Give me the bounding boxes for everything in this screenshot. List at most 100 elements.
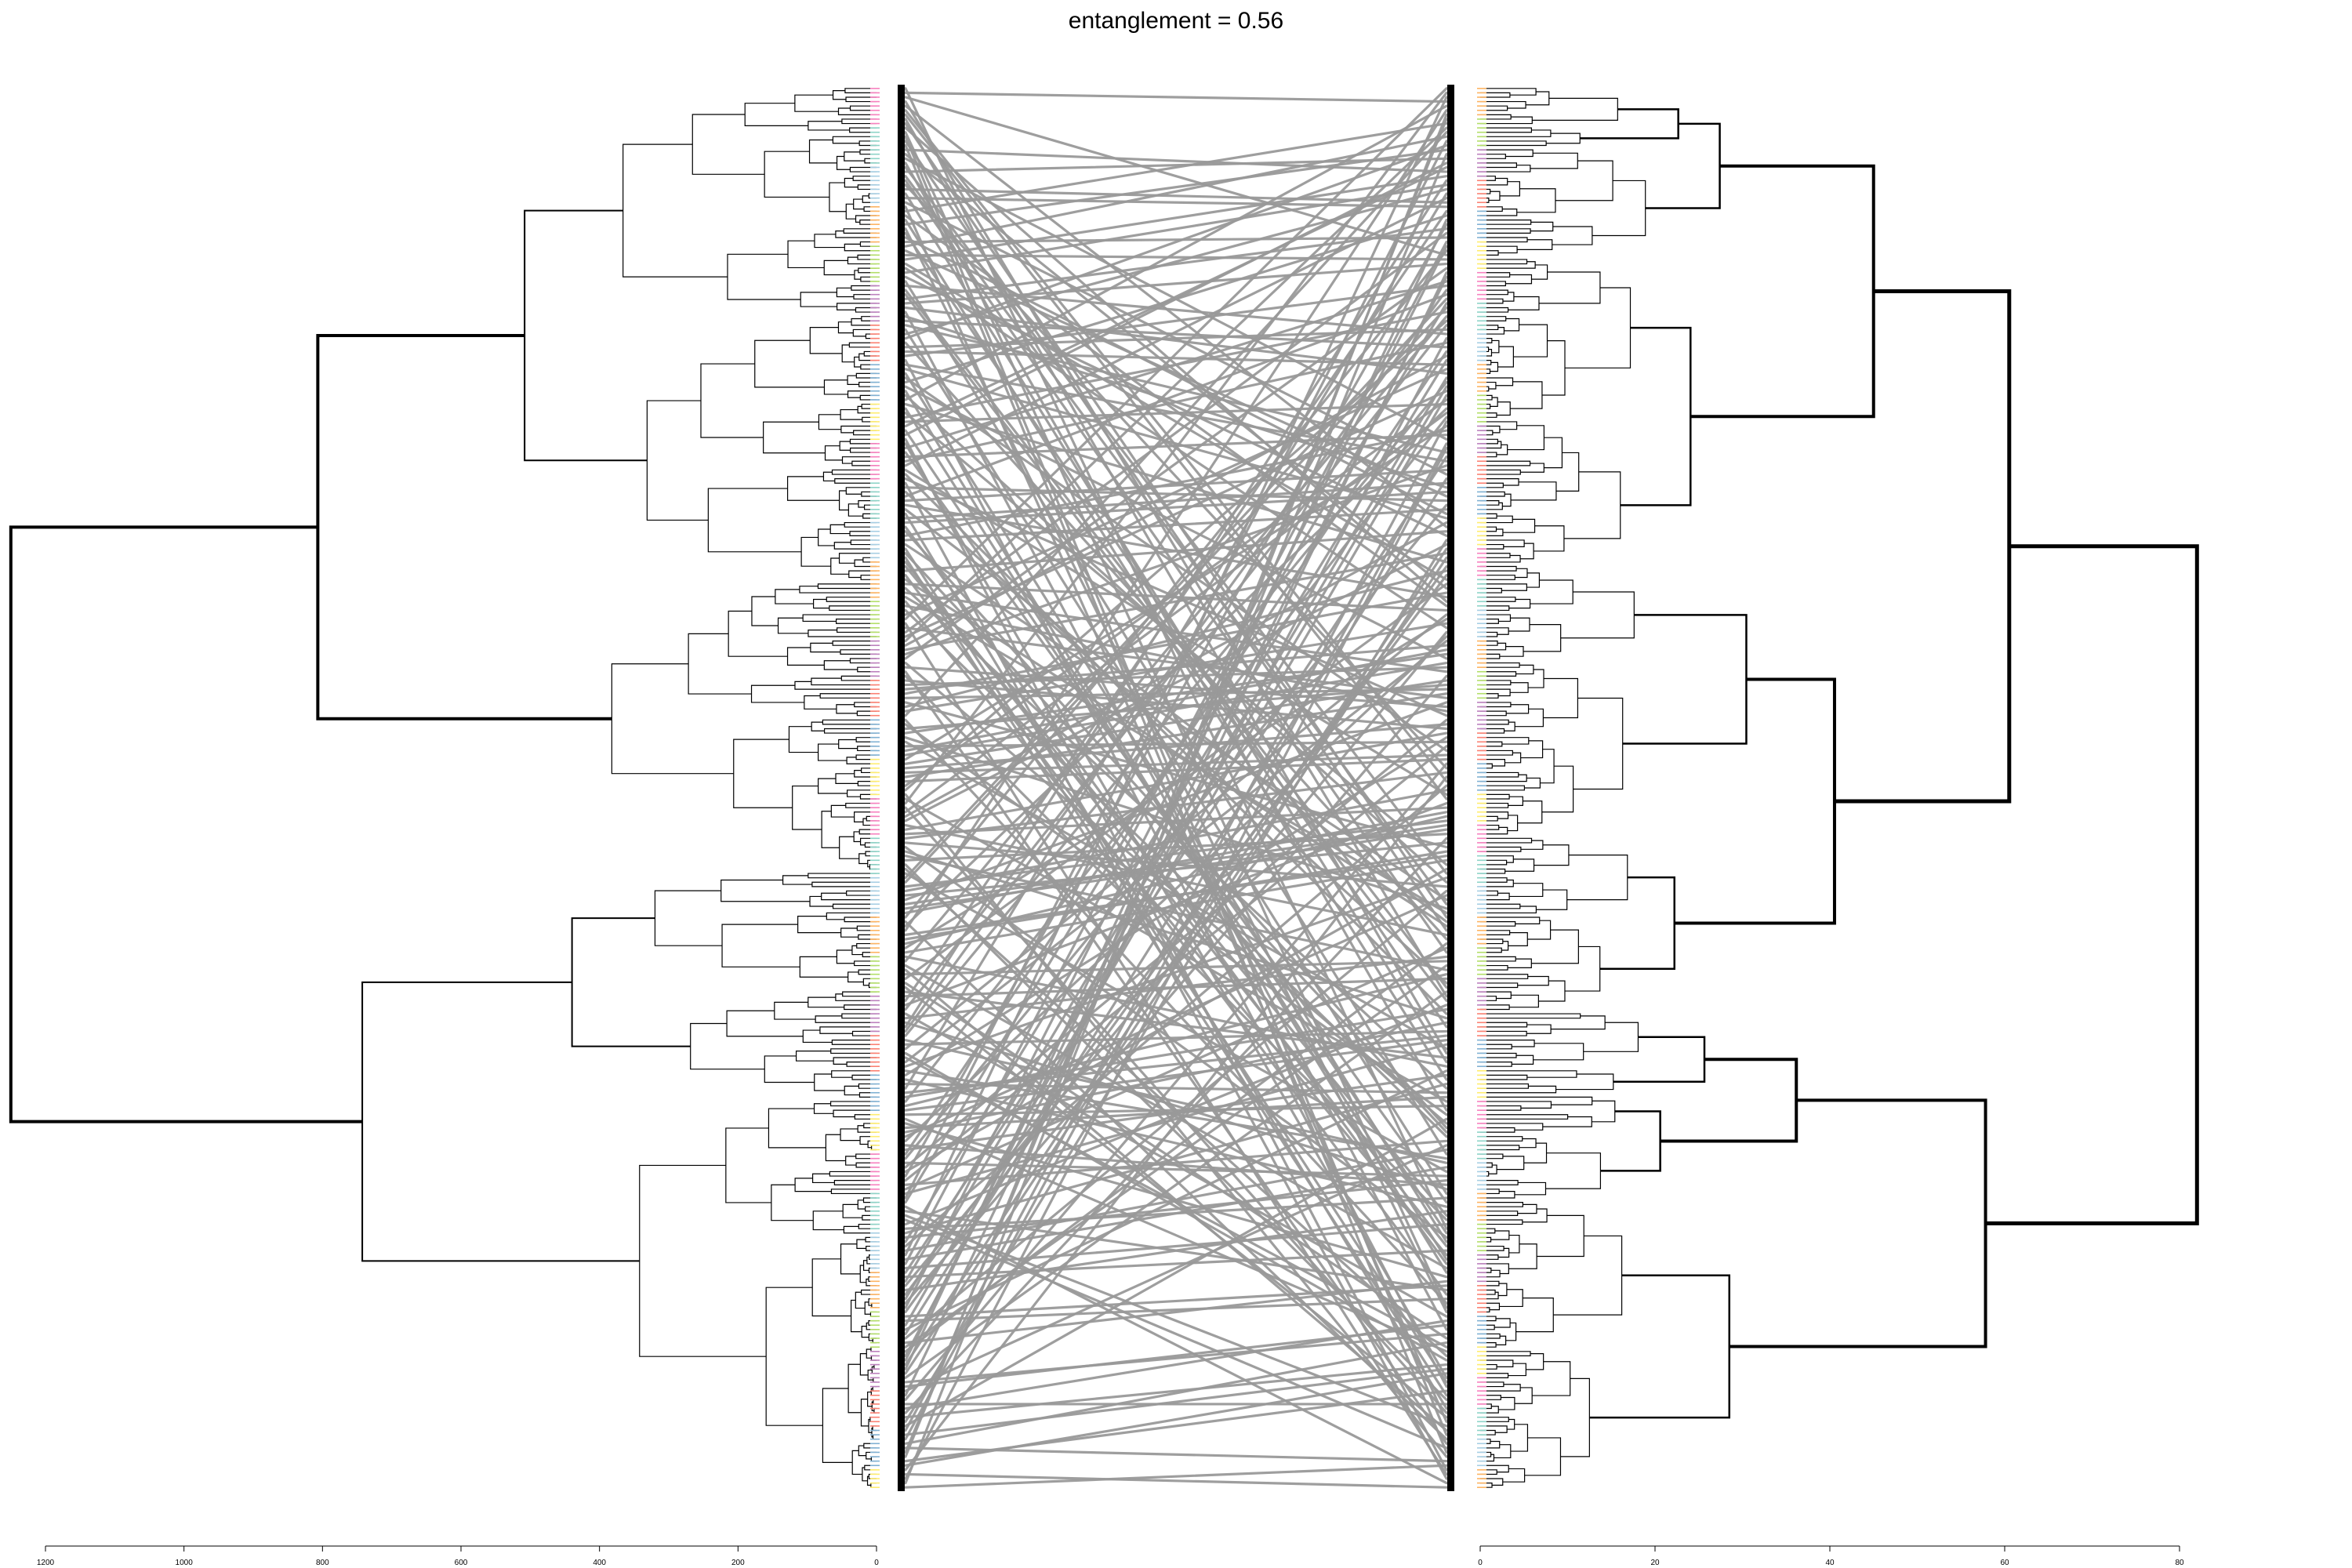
connector-line <box>904 420 1448 1432</box>
left-branch <box>316 333 612 720</box>
right-branch <box>1480 763 1493 769</box>
connector-line <box>904 293 1448 1002</box>
left-branch <box>622 143 728 278</box>
right-branch <box>1526 572 1541 588</box>
right-branch <box>1985 544 2199 1225</box>
left-branch <box>866 1278 877 1287</box>
connector-line <box>904 87 1448 621</box>
right-branch <box>1480 964 1508 971</box>
left-branch <box>842 1203 862 1218</box>
left-branch <box>804 695 837 710</box>
connector-line <box>904 306 1448 884</box>
connector-line <box>904 819 1448 888</box>
connector-line <box>904 131 1448 717</box>
left-branch <box>841 456 877 464</box>
left-branch <box>867 1140 877 1149</box>
left-branch <box>858 1092 877 1098</box>
left-branch <box>849 166 877 172</box>
right-branch <box>1480 1228 1496 1234</box>
left-branch <box>855 737 877 742</box>
left-branch <box>860 276 877 282</box>
right-branch <box>1555 160 1613 201</box>
right-branch <box>1517 239 1553 250</box>
left-branch <box>856 925 877 931</box>
right-tick-label: 60 <box>2000 1559 2009 1567</box>
left-branch <box>864 1301 871 1315</box>
connector-line <box>904 1363 1448 1419</box>
left-branch <box>853 430 877 436</box>
right-branch <box>1502 1468 1526 1483</box>
right-branch <box>1480 938 1504 945</box>
right-branch <box>1480 1429 1496 1436</box>
right-branch <box>1480 1153 1504 1160</box>
right-branch <box>1480 469 1521 475</box>
left-branch <box>873 1407 877 1414</box>
connector-line <box>904 223 1448 1178</box>
right-branch <box>1497 1156 1525 1171</box>
right-branch <box>1480 1062 1512 1067</box>
right-branch <box>1508 1234 1520 1254</box>
left-branch <box>814 234 845 249</box>
left-branch <box>872 1434 877 1440</box>
left-branch <box>833 1180 877 1185</box>
left-branch <box>823 260 855 276</box>
right-branch <box>1505 274 1533 285</box>
left-branch <box>688 633 752 695</box>
connector-line <box>904 1144 1448 1392</box>
right-branch <box>1508 1243 1537 1269</box>
right-branch <box>1480 272 1511 278</box>
connector-line <box>904 1117 1448 1353</box>
left-dendrogram <box>9 85 905 1491</box>
right-height-axis: 0 20 40 60 80 <box>1478 1545 2184 1567</box>
connector-line <box>904 148 1448 173</box>
right-branch <box>1480 460 1531 466</box>
left-branch <box>857 746 877 752</box>
right-branch <box>1480 1114 1569 1120</box>
left-branch <box>848 971 864 983</box>
left-branch <box>870 1456 877 1462</box>
right-branch <box>1560 1377 1590 1457</box>
left-branch <box>840 927 858 938</box>
left-branch <box>813 1103 834 1114</box>
left-branch <box>850 539 877 546</box>
right-branch <box>1480 974 1529 979</box>
right-branch <box>1480 719 1509 725</box>
right-branch <box>1480 528 1504 536</box>
left-branch <box>845 96 877 103</box>
right-branch <box>1509 883 1544 898</box>
right-branch <box>1480 1267 1492 1273</box>
left-branch <box>733 739 793 808</box>
connector-line <box>904 219 1448 1370</box>
connector-line <box>904 231 1448 634</box>
connector-line <box>904 863 1448 1401</box>
right-branch <box>1531 929 1579 964</box>
right-branch <box>1522 1208 1548 1223</box>
right-branch <box>1512 1054 1534 1065</box>
right-branch <box>1506 704 1530 714</box>
connector-line <box>904 153 1448 590</box>
left-branch <box>864 158 877 164</box>
right-branch <box>1573 697 1624 790</box>
right-branch <box>1480 88 1537 96</box>
left-branch <box>871 1145 877 1151</box>
left-branch <box>840 1128 861 1142</box>
left-branch <box>842 991 877 997</box>
right-branch <box>1534 844 1570 866</box>
left-branch <box>845 1156 857 1166</box>
right-branch <box>1480 956 1516 962</box>
right-branch <box>1480 206 1503 212</box>
left-branch <box>817 583 877 590</box>
right-branch <box>1480 824 1500 830</box>
left-branch <box>831 469 877 475</box>
left-branch <box>851 1030 877 1036</box>
left-branch <box>811 881 877 887</box>
connector-line <box>904 126 1448 643</box>
connector-line <box>904 245 1448 1309</box>
right-branch <box>1480 1096 1593 1105</box>
left-branch <box>844 916 877 923</box>
right-branch <box>1834 289 2012 804</box>
left-branch <box>844 177 858 188</box>
left-branch <box>831 1070 877 1078</box>
left-branch <box>839 836 859 859</box>
left-branch <box>862 557 877 563</box>
